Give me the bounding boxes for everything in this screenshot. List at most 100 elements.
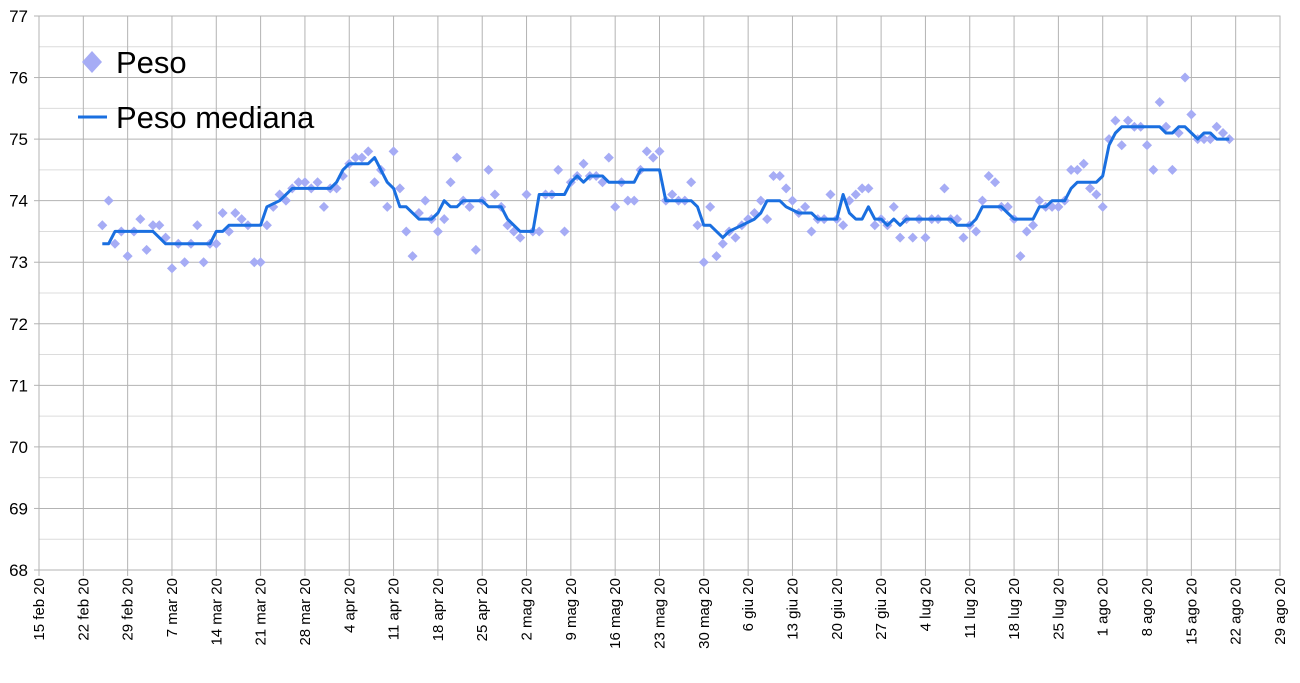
peso-data-point xyxy=(382,201,393,212)
peso-data-point xyxy=(1034,195,1045,206)
peso-data-point xyxy=(1154,97,1165,108)
peso-data-point xyxy=(1053,201,1064,212)
peso-data-point xyxy=(787,195,798,206)
peso-data-point xyxy=(261,220,272,231)
x-tick-label: 25 lug 20 xyxy=(1050,578,1067,640)
peso-data-point xyxy=(236,214,247,225)
peso-data-point xyxy=(806,226,817,237)
y-tick-label: 77 xyxy=(9,7,28,26)
peso-data-point xyxy=(1078,158,1089,169)
peso-data-point xyxy=(109,238,120,249)
x-tick-label: 2 mag 20 xyxy=(519,578,536,641)
peso-data-point xyxy=(1167,164,1178,175)
x-tick-label: 30 mag 20 xyxy=(696,578,713,649)
y-tick-label: 75 xyxy=(9,130,28,149)
peso-data-point xyxy=(990,177,1001,188)
peso-data-point xyxy=(641,146,652,157)
x-tick-label: 8 ago 20 xyxy=(1139,578,1156,636)
peso-data-point xyxy=(470,244,481,255)
peso-data-point xyxy=(1180,72,1191,83)
x-tick-label: 18 lug 20 xyxy=(1006,578,1023,640)
peso-data-point xyxy=(1148,164,1159,175)
y-tick-label: 72 xyxy=(9,315,28,334)
x-tick-label: 9 mag 20 xyxy=(563,578,580,641)
y-tick-labels: 68 69 70 71 72 73 74 75 76 77 xyxy=(9,7,28,580)
x-tick-label: 11 apr 20 xyxy=(386,578,403,640)
peso-data-point xyxy=(350,152,361,163)
peso-data-point xyxy=(166,263,177,274)
peso-data-point xyxy=(863,183,874,194)
peso-data-point xyxy=(603,152,614,163)
plot-frame xyxy=(38,15,1281,571)
x-tick-label: 4 lug 20 xyxy=(917,578,934,631)
peso-data-point xyxy=(356,152,367,163)
peso-data-point xyxy=(97,220,108,231)
peso-data-point xyxy=(230,207,241,218)
peso-data-point xyxy=(920,232,931,243)
peso-data-point xyxy=(869,220,880,231)
peso-data-point xyxy=(730,232,741,243)
peso-data-point xyxy=(464,201,475,212)
peso-data-point xyxy=(774,171,785,182)
y-tick-label: 76 xyxy=(9,69,28,88)
peso-data-point xyxy=(717,238,728,249)
peso-data-point xyxy=(1072,164,1083,175)
peso-data-point xyxy=(394,183,405,194)
x-tick-label: 14 mar 20 xyxy=(208,578,225,646)
peso-data-point xyxy=(610,201,621,212)
peso-data-point xyxy=(1142,140,1153,151)
legend-peso-label: Peso xyxy=(116,45,187,80)
peso-data-point xyxy=(755,195,766,206)
peso-data-point xyxy=(1110,115,1121,126)
x-tick-label: 22 ago 20 xyxy=(1228,578,1245,645)
peso-data-point xyxy=(888,201,899,212)
peso-data-point xyxy=(1211,121,1222,132)
peso-data-point xyxy=(654,146,665,157)
peso-data-point xyxy=(217,207,228,218)
peso-data-point xyxy=(781,183,792,194)
peso-data-point xyxy=(312,177,323,188)
x-tick-label: 7 mar 20 xyxy=(164,578,181,637)
peso-data-point xyxy=(698,257,709,268)
peso-data-point xyxy=(939,183,950,194)
peso-data-point xyxy=(1186,109,1197,120)
peso-data-point xyxy=(971,226,982,237)
legend-item-peso-mediana: Peso mediana xyxy=(78,100,315,135)
legend-peso-mediana-label: Peso mediana xyxy=(116,100,315,135)
peso-data-point xyxy=(363,146,374,157)
peso-data-point xyxy=(825,189,836,200)
peso-data-point xyxy=(838,220,849,231)
x-tick-label: 29 ago 20 xyxy=(1272,578,1289,645)
peso-data-point xyxy=(1028,220,1039,231)
x-tick-label: 11 lug 20 xyxy=(962,578,979,639)
peso-data-point xyxy=(648,152,659,163)
peso-data-point xyxy=(192,220,203,231)
peso-data-point xyxy=(211,238,222,249)
peso-data-point xyxy=(489,189,500,200)
peso-mediana-line-series xyxy=(102,125,1230,246)
peso-data-point xyxy=(1085,183,1096,194)
peso-data-point xyxy=(692,220,703,231)
x-tick-label: 28 mar 20 xyxy=(297,578,314,646)
x-tick-label: 13 giu 20 xyxy=(784,578,801,640)
x-tick-label: 21 mar 20 xyxy=(253,578,270,646)
x-tick-label: 29 feb 20 xyxy=(120,578,137,641)
peso-data-point xyxy=(198,257,209,268)
y-tick-label: 71 xyxy=(9,376,28,395)
peso-data-point xyxy=(502,220,513,231)
peso-data-point xyxy=(977,195,988,206)
peso-data-point xyxy=(135,214,146,225)
peso-data-point xyxy=(293,177,304,188)
peso-data-point xyxy=(179,257,190,268)
legend: Peso Peso mediana xyxy=(78,45,315,135)
axes xyxy=(34,15,1281,576)
x-tick-label: 23 mag 20 xyxy=(652,578,669,649)
x-tick-label: 15 feb 20 xyxy=(31,578,48,641)
peso-data-point xyxy=(711,251,722,262)
peso-data-point xyxy=(686,177,697,188)
x-tick-labels: 15 feb 20 22 feb 20 29 feb 20 7 mar 20 14 ma… xyxy=(31,578,1289,649)
peso-data-point xyxy=(420,195,431,206)
legend-peso-marker xyxy=(82,51,102,73)
peso-data-point xyxy=(553,164,564,175)
